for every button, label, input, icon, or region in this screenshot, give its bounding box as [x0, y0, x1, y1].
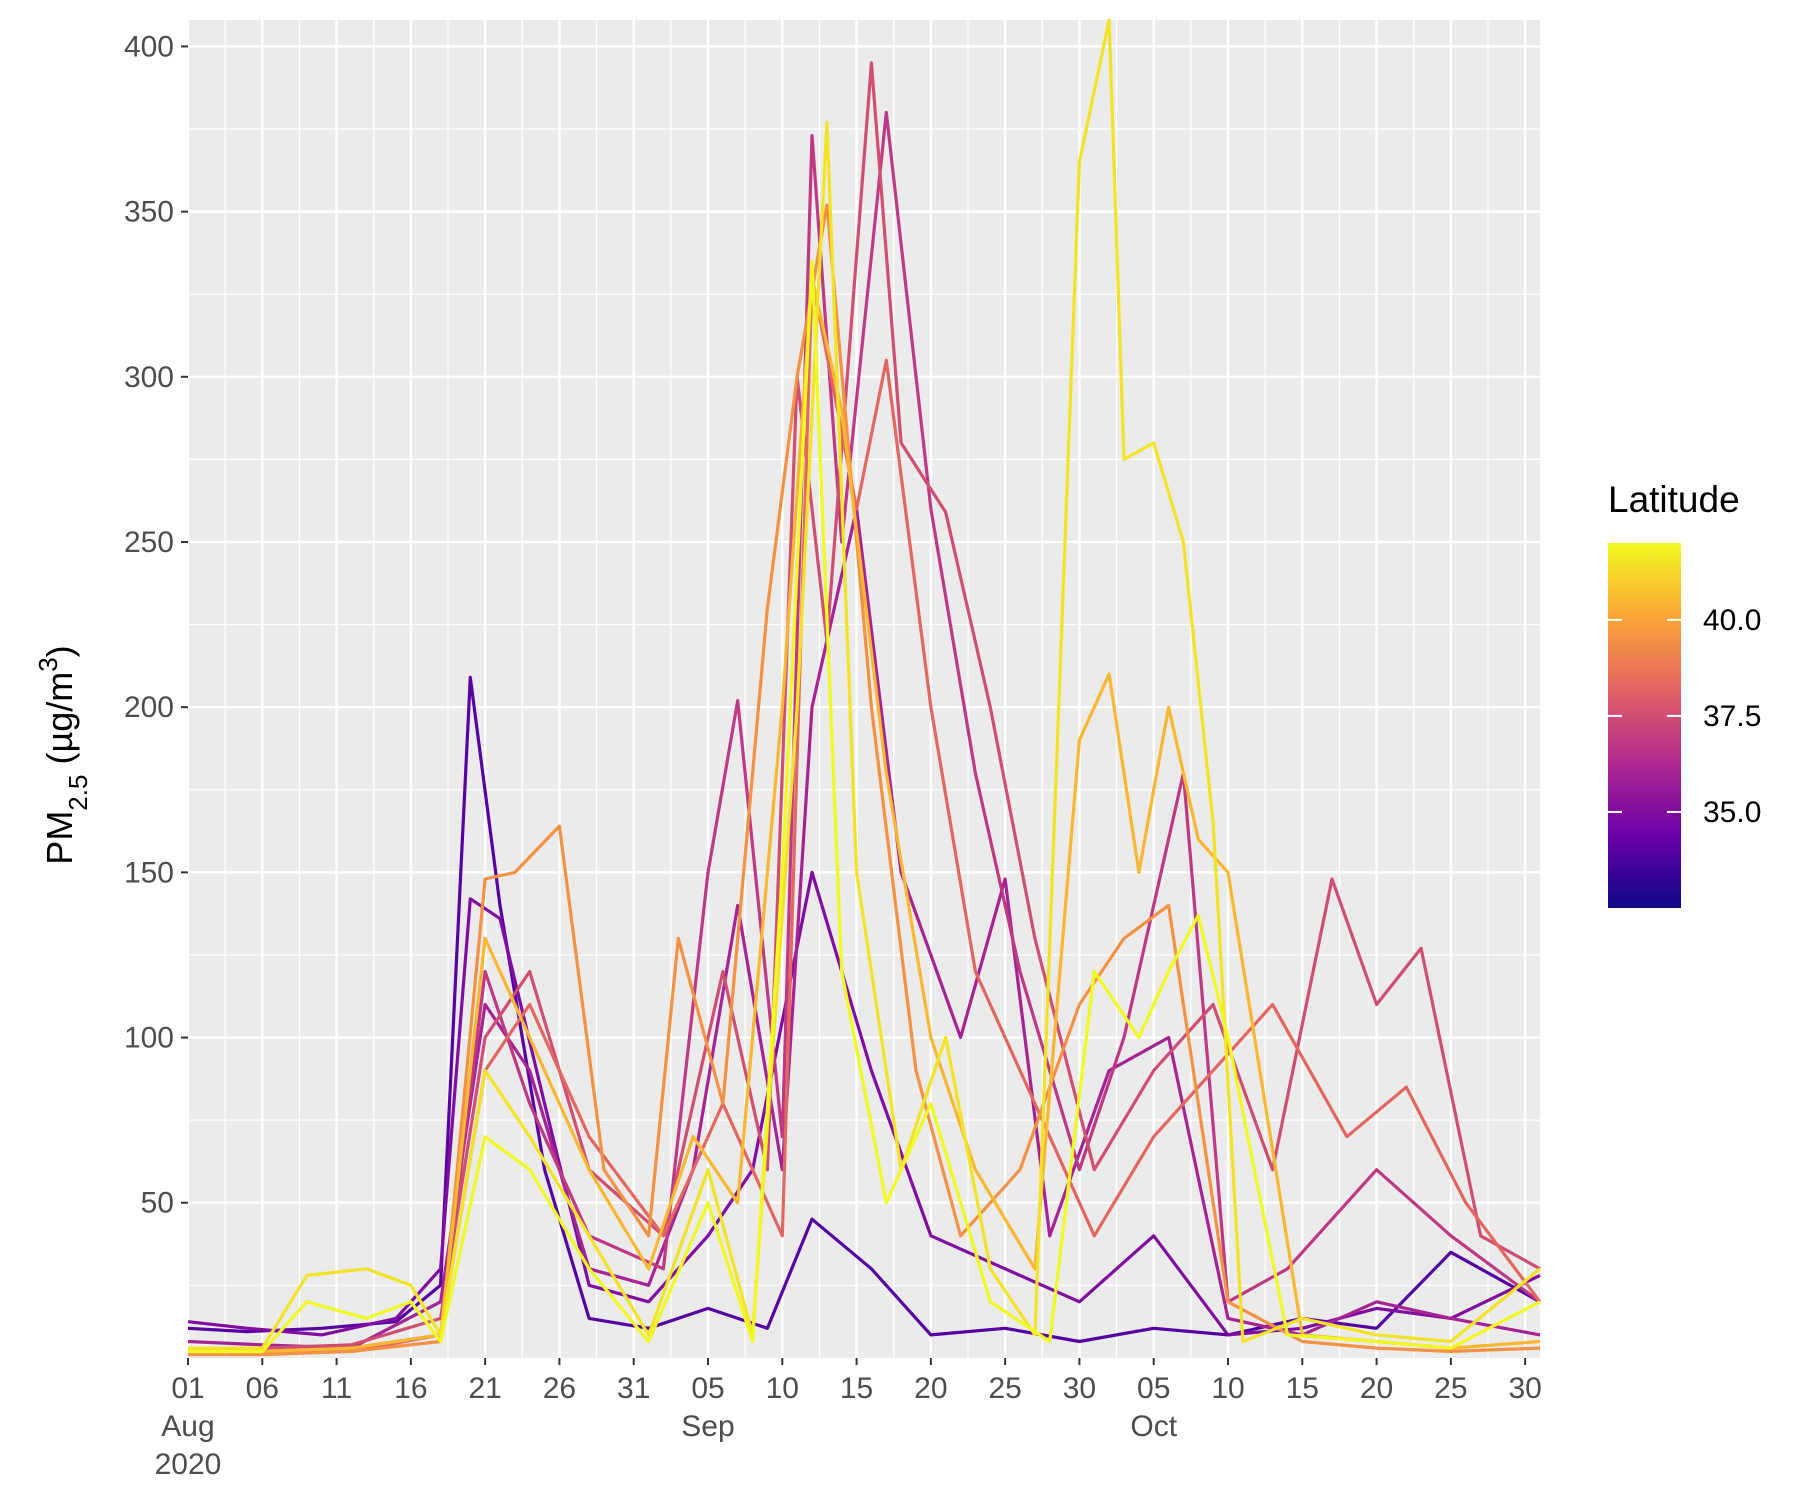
x-tick-label: 10: [1211, 1372, 1244, 1405]
legend-colorbar: [1608, 543, 1681, 908]
x-tick-label: 05: [1137, 1372, 1170, 1405]
x-tick-label: 16: [394, 1372, 427, 1405]
y-tick-label: 350: [124, 196, 174, 229]
series-line-8: [188, 18, 1542, 1350]
x-tick-label: 26: [543, 1372, 576, 1405]
series-line-0: [187, 675, 1541, 1344]
x-tick-label: 05: [691, 1372, 724, 1405]
x-tick-label: 20: [1360, 1372, 1393, 1405]
y-tick-label: 200: [124, 691, 174, 724]
y-axis-title: PM2.5 (µg/m3): [33, 645, 93, 864]
x-tick-label: 30: [1063, 1372, 1096, 1405]
legend-tick-label: 37.5: [1703, 700, 1761, 733]
y-axis: 50 100 150 200 250 300 350 400: [124, 30, 188, 1220]
x-axis: 01 Aug 2020 06 11 16 21 26 31 05 Sep 10 15 20 25 30 05 Oc…: [155, 1358, 1542, 1481]
minor-gridlines: [188, 20, 1540, 1358]
y-tick-label: 300: [124, 361, 174, 394]
x-tick-label: 15: [840, 1372, 873, 1405]
y-tick-label: 150: [124, 856, 174, 889]
legend-title: Latitude: [1608, 479, 1740, 520]
series-lines: [187, 18, 1542, 1357]
y-tick-label: 50: [141, 1187, 174, 1220]
y-tick-label: 250: [124, 526, 174, 559]
x-tick-month-label: Sep: [681, 1410, 734, 1443]
y-tick-label: 400: [124, 30, 174, 63]
y-axis-title-superscript: 3: [33, 657, 63, 671]
y-axis-title-subscript: 2.5: [63, 775, 93, 811]
series-line-4: [188, 61, 1541, 1350]
legend: Latitude 35.0 37.5 40.0: [1608, 479, 1761, 908]
x-tick-label: 15: [1286, 1372, 1319, 1405]
x-tick-year-label: 2020: [155, 1448, 222, 1481]
x-tick-label: 11: [321, 1372, 352, 1405]
series-line-7: [188, 276, 1541, 1354]
y-axis-title-unit-open: (µg/m: [39, 672, 80, 775]
y-tick-label: 100: [124, 1022, 174, 1055]
x-tick-label: 10: [766, 1372, 799, 1405]
series-line-9: [188, 259, 1541, 1354]
legend-ticks: 35.0 37.5 40.0: [1608, 604, 1761, 829]
x-tick-label: 20: [914, 1372, 947, 1405]
x-tick-month-label: Oct: [1130, 1410, 1177, 1443]
x-tick-label: 31: [617, 1372, 650, 1405]
x-tick-label: 25: [1434, 1372, 1467, 1405]
x-tick-label: 06: [246, 1372, 279, 1405]
y-axis-title-prefix: PM: [39, 811, 80, 865]
y-axis-title-unit-close: ): [39, 645, 80, 657]
plot-panel: [188, 20, 1540, 1358]
major-gridlines: [186, 20, 1540, 1358]
x-tick-month-label: Aug: [161, 1410, 214, 1443]
x-tick-label: 01: [171, 1372, 204, 1405]
x-tick-label: 30: [1508, 1372, 1541, 1405]
x-tick-label: 25: [988, 1372, 1021, 1405]
x-tick-label: 21: [468, 1372, 501, 1405]
legend-tick-label: 40.0: [1703, 604, 1761, 637]
legend-tick-label: 35.0: [1703, 796, 1761, 829]
